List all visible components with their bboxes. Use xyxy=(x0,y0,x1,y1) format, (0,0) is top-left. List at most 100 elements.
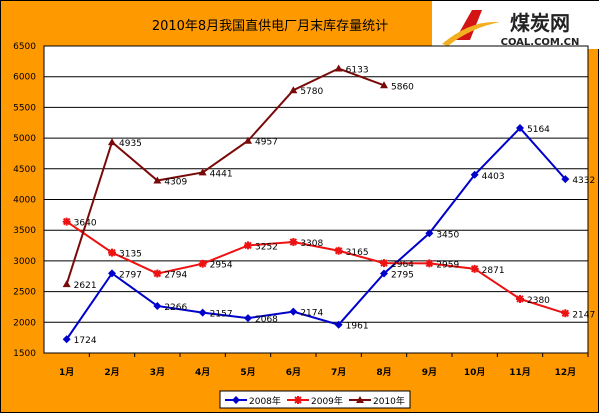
x-tick-label: 7月 xyxy=(331,367,346,378)
y-tick-label: 4500 xyxy=(13,165,36,175)
data-label: 4441 xyxy=(210,169,233,179)
data-label: 3308 xyxy=(300,239,323,249)
y-tick-label: 2500 xyxy=(13,288,36,298)
data-point xyxy=(62,280,71,288)
data-label: 2954 xyxy=(210,261,233,271)
data-point xyxy=(470,264,479,273)
legend: 2008年 2009年 2010年 xyxy=(219,390,411,409)
x-tick-label: 11月 xyxy=(509,367,531,378)
x-tick-label: 4月 xyxy=(195,367,210,378)
data-label: 4332 xyxy=(572,176,595,186)
x-tick-label: 6月 xyxy=(286,367,301,378)
y-tick-label: 4000 xyxy=(13,196,36,206)
data-label: 1724 xyxy=(74,336,97,346)
legend-marker xyxy=(356,396,364,403)
data-label: 4309 xyxy=(164,178,187,188)
data-point xyxy=(244,241,252,250)
y-tick-label: 6500 xyxy=(13,42,36,52)
data-point xyxy=(153,301,162,310)
y-tick-label: 5500 xyxy=(13,103,36,113)
legend-entry: 2009年 xyxy=(311,395,343,407)
y-tick-label: 5000 xyxy=(13,134,36,144)
legend-box xyxy=(219,390,411,409)
chart-title: 2010年8月我国直供电厂月末库存量统计 xyxy=(152,18,388,34)
data-label: 2797 xyxy=(119,270,142,280)
data-point xyxy=(380,269,388,278)
data-point xyxy=(516,294,524,303)
data-point xyxy=(470,170,479,179)
series-2010年: 2621 4935 4309 4441 4957 5780 6133 5860 xyxy=(62,64,414,291)
data-label: 5780 xyxy=(300,87,323,97)
data-point xyxy=(153,176,162,184)
series-line xyxy=(65,126,567,340)
legend-entry: 2008年 xyxy=(249,395,281,407)
legend-entry: 2010年 xyxy=(373,395,405,407)
data-label: 2794 xyxy=(164,271,187,281)
data-label: 2266 xyxy=(164,303,187,313)
data-point xyxy=(334,320,343,329)
data-label: 2795 xyxy=(391,270,414,280)
data-point xyxy=(198,259,207,268)
data-label: 3450 xyxy=(436,230,459,240)
x-tick-label: 1月 xyxy=(59,367,74,378)
logo-domain: COAL.COM.CN xyxy=(501,37,580,48)
data-label: 3135 xyxy=(119,250,142,260)
x-tick-label: 10月 xyxy=(464,367,486,378)
data-label: 2380 xyxy=(527,296,550,306)
data-point xyxy=(198,168,207,176)
data-point xyxy=(198,308,207,317)
data-point xyxy=(561,175,570,184)
y-tick-label: 3500 xyxy=(13,226,36,236)
legend-marker xyxy=(232,396,240,404)
y-tick-label: 3000 xyxy=(13,257,36,267)
data-point xyxy=(561,309,570,318)
data-point xyxy=(516,124,524,133)
data-label: 2147 xyxy=(572,310,595,320)
data-point xyxy=(289,237,298,246)
x-tick-label: 5月 xyxy=(240,367,255,378)
data-label: 5860 xyxy=(391,82,414,92)
data-label: 2959 xyxy=(436,260,459,270)
data-point xyxy=(62,335,71,344)
y-tick-label: 1500 xyxy=(13,349,36,359)
data-label: 5164 xyxy=(527,125,550,135)
data-label: 4957 xyxy=(255,138,278,148)
y-tick-label: 6000 xyxy=(13,73,36,83)
x-tick-label: 12月 xyxy=(555,367,577,378)
data-point xyxy=(62,217,71,226)
data-point xyxy=(108,269,116,278)
data-point xyxy=(244,314,252,323)
data-label: 2157 xyxy=(210,310,233,320)
x-tick-label: 9月 xyxy=(422,367,437,378)
data-label: 6133 xyxy=(346,66,369,76)
data-point xyxy=(153,269,162,278)
data-point xyxy=(334,64,343,72)
legend-marker xyxy=(294,396,302,404)
data-label: 1961 xyxy=(346,322,369,332)
data-label: 4403 xyxy=(482,172,505,182)
data-point xyxy=(380,259,388,268)
series-line xyxy=(65,67,385,285)
data-point xyxy=(425,259,434,268)
x-tick-label: 3月 xyxy=(150,367,165,378)
data-point xyxy=(289,86,298,94)
logo-swoosh-icon xyxy=(442,21,500,46)
data-label: 4935 xyxy=(119,139,142,149)
x-tick-label: 2月 xyxy=(104,367,119,378)
data-point xyxy=(425,229,434,238)
data-label: 2068 xyxy=(255,315,278,325)
data-label: 3165 xyxy=(346,248,369,258)
data-point xyxy=(334,246,343,255)
series-line xyxy=(66,220,566,315)
data-point xyxy=(380,81,388,89)
data-label: 2174 xyxy=(300,309,323,319)
x-tick-label: 8月 xyxy=(376,367,391,378)
data-label: 2964 xyxy=(391,260,414,270)
series-2008年: 1724 2797 2266 2157 2068 2174 1961 2795 3450 4403… xyxy=(62,124,595,346)
data-point xyxy=(108,248,116,257)
logo-background xyxy=(432,1,600,49)
data-label: 2871 xyxy=(482,266,505,276)
y-tick-label: 2000 xyxy=(13,318,36,328)
logo: 煤炭网 COAL.COM.CN xyxy=(432,1,600,49)
data-point xyxy=(244,136,252,144)
